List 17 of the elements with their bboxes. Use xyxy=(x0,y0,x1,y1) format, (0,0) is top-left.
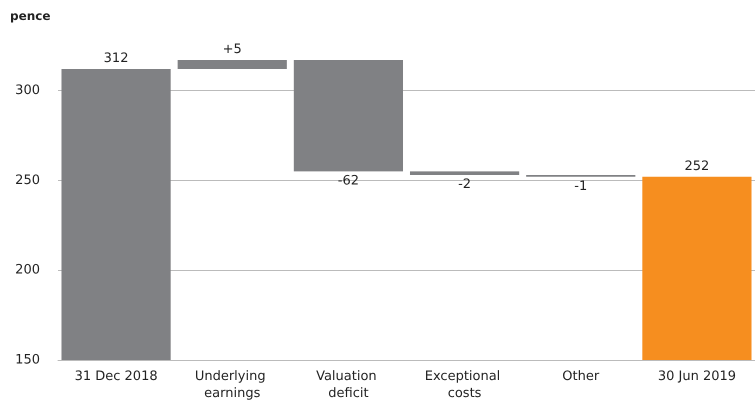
data-label: -1 xyxy=(574,178,588,194)
x-tick-label: Exceptional costs xyxy=(424,369,504,401)
data-label: -2 xyxy=(458,176,472,192)
data-label: -62 xyxy=(338,173,360,188)
data-label: +5 xyxy=(222,42,242,57)
y-tick-label: 250 xyxy=(15,172,40,188)
x-tick-label: Other xyxy=(562,369,600,384)
x-tick-label: 31 Dec 2018 xyxy=(74,369,158,384)
x-tick-label: Underlying earnings xyxy=(194,369,270,401)
data-label: 252 xyxy=(684,158,710,174)
y-tick-label: 150 xyxy=(15,352,40,368)
data-label: 312 xyxy=(104,50,128,66)
x-tick-label: Valuation deficit xyxy=(316,369,381,401)
x-tick-label: 30 Jun 2019 xyxy=(658,369,736,384)
y-tick-label: 300 xyxy=(15,83,40,98)
y-tick-label: 200 xyxy=(15,262,40,278)
y-axis-title: pence xyxy=(10,9,51,23)
